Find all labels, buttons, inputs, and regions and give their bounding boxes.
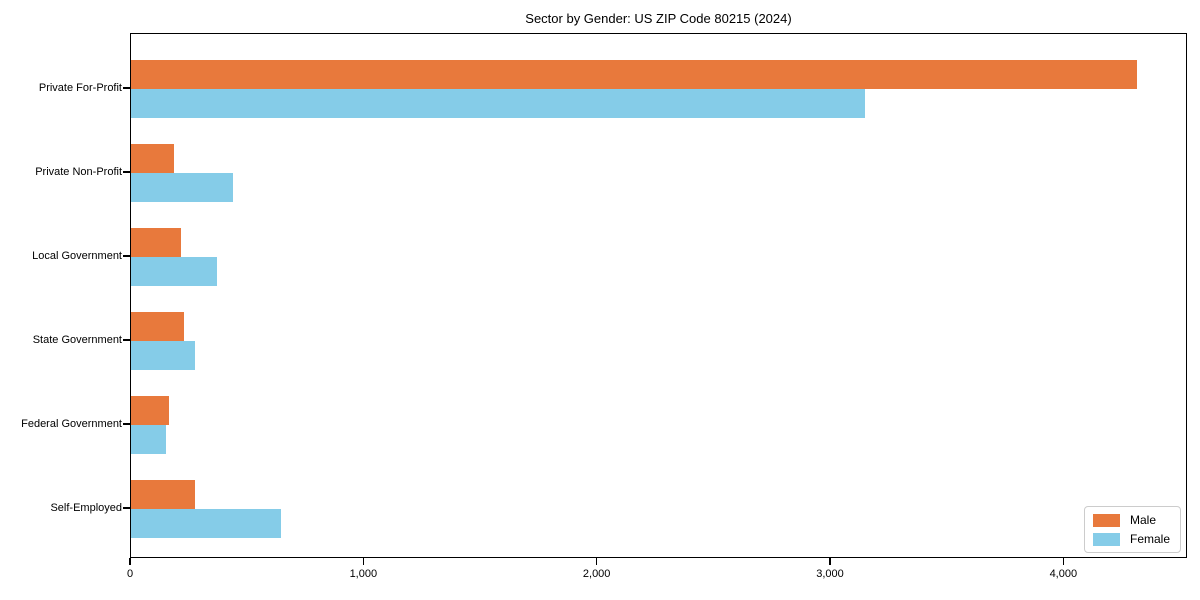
xtick-mark	[829, 558, 831, 565]
xtick-label: 2,000	[582, 568, 611, 580]
ytick-label: Private For-Profit	[38, 82, 122, 94]
ytick-label: Self-Employed	[50, 502, 122, 514]
legend-label-male: Male	[1129, 513, 1156, 527]
ytick-label: Private Non-Profit	[35, 166, 122, 178]
male-series-swatch-icon	[1092, 513, 1120, 527]
plot-area: Male Female	[130, 33, 1187, 558]
legend: Male Female	[1083, 506, 1181, 553]
ytick-label: Federal Government	[21, 418, 122, 430]
ytick-mark	[123, 255, 130, 257]
bar-male-private-for-profit	[131, 60, 1137, 89]
ytick-mark	[123, 171, 130, 173]
legend-item-male: Male	[1092, 513, 1170, 527]
xtick-label: 0	[126, 568, 134, 580]
bar-female-self-employed	[131, 509, 281, 538]
ytick-mark	[123, 87, 130, 89]
bar-male-local-government	[131, 228, 181, 257]
xtick-mark	[362, 558, 365, 565]
xtick-mark	[129, 558, 131, 565]
bar-male-private-non-profit	[131, 144, 174, 173]
bar-male-federal-government	[131, 396, 170, 425]
xtick-mark	[1062, 558, 1065, 565]
bar-female-private-for-profit	[131, 89, 865, 118]
bar-male-state-government	[131, 312, 185, 341]
xtick-label: 1,000	[349, 568, 378, 580]
xtick-label: 4,000	[1049, 568, 1078, 580]
bar-female-state-government	[131, 341, 195, 370]
bar-female-local-government	[131, 257, 218, 286]
female-series-swatch-icon	[1092, 532, 1120, 546]
bar-male-self-employed	[131, 480, 195, 509]
chart-title: Sector by Gender: US ZIP Code 80215 (202…	[525, 11, 792, 26]
ytick-label: Local Government	[32, 250, 122, 262]
bar-female-private-non-profit	[131, 173, 233, 202]
ytick-mark	[123, 339, 130, 341]
xtick-label: 3,000	[816, 568, 844, 580]
ytick-mark	[123, 507, 130, 509]
bar-female-federal-government	[131, 425, 167, 454]
legend-label-female: Female	[1129, 532, 1170, 546]
ytick-mark	[123, 423, 130, 425]
legend-item-female: Female	[1092, 532, 1170, 546]
ytick-label: State Government	[32, 334, 122, 346]
xtick-mark	[595, 558, 598, 565]
